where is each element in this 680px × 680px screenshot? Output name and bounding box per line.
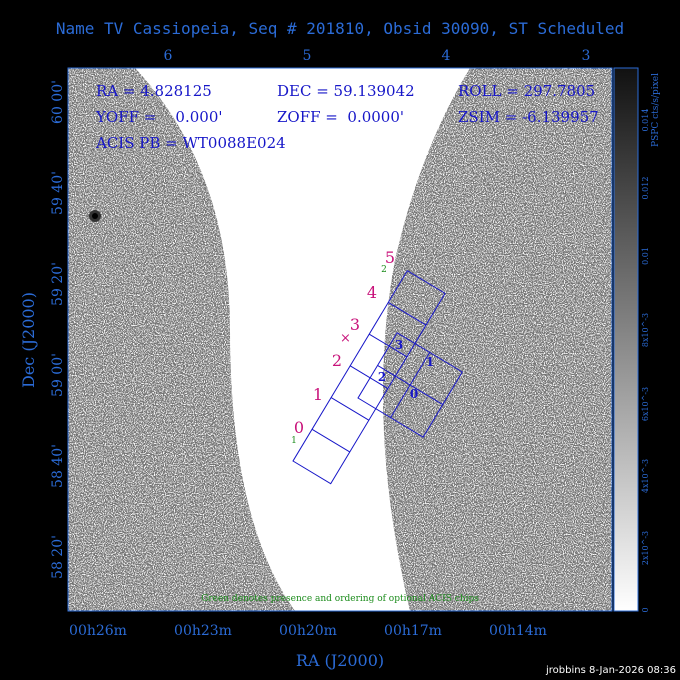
- colorbar-tick: 8x10^-3: [641, 313, 650, 347]
- acis-i-array: [357, 332, 463, 438]
- colorbar-tick: 4x10^-3: [641, 459, 650, 493]
- bottom-tick-label: 00h23m: [174, 623, 232, 639]
- left-tick-label: 59 40': [50, 171, 66, 215]
- top-axis: 6 5 4 3: [164, 48, 591, 64]
- sky-image: [68, 68, 612, 611]
- optional-chips-note: Green denotes presence and ordering of o…: [201, 594, 479, 604]
- acis-s-chip-label: 3: [350, 315, 360, 334]
- dec-value: DEC = 59.139042: [277, 82, 415, 100]
- bottom-tick-label: 00h14m: [489, 623, 547, 639]
- bottom-tick-label: 00h17m: [384, 623, 442, 639]
- bottom-tick-label: 00h20m: [279, 623, 337, 639]
- colorbar: 0.014 0.012 0.01 8x10^-3 6x10^-3 4x10^-3…: [613, 67, 661, 613]
- acis-i-chip-label: 1: [426, 355, 434, 369]
- acis-s-chip-label: 2: [332, 351, 342, 370]
- colorbar-tick: 0: [641, 607, 650, 612]
- colorbar-tick: 0.01: [641, 247, 650, 265]
- aimpoint-marker: ×: [340, 331, 351, 346]
- roll-value: ROLL = 297.7805: [458, 82, 595, 100]
- bottom-tick-label: 00h26m: [69, 623, 127, 639]
- acis-s-array: [292, 270, 446, 485]
- colorbar-label: PSPC cts/s/pixel: [651, 73, 661, 147]
- x-axis-label: RA (J2000): [296, 651, 384, 670]
- image-frame: [67, 67, 613, 612]
- acis-s-chip-label: 0: [294, 418, 304, 437]
- yoff-value: YOFF = 0.000': [95, 108, 223, 126]
- plot-title: Name TV Cassiopeia, Seq # 201810, Obsid …: [56, 19, 624, 38]
- left-tick-label: 59 00': [50, 353, 66, 397]
- acis-s-chip-label: 1: [313, 385, 323, 404]
- footer-user-timestamp: jrobbins 8-Jan-2026 08:36: [546, 665, 676, 676]
- optional-chip-marker: 2: [381, 265, 387, 275]
- acis-i-chip-label: 0: [410, 387, 418, 401]
- top-tick-label: 4: [442, 48, 451, 64]
- acis-s-chip-label: 4: [367, 283, 377, 302]
- colorbar-tick: 6x10^-3: [641, 387, 650, 421]
- acis-pb-value: ACIS PB = WT0088E024: [95, 134, 286, 152]
- left-tick-label: 58 40': [50, 444, 66, 488]
- acis-i-chip-label: 2: [378, 370, 386, 384]
- colorbar-tick: 2x10^-3: [641, 531, 650, 565]
- pointing-info: RA = 4.828125 DEC = 59.139042 ROLL = 297…: [95, 82, 599, 152]
- top-tick-label: 5: [303, 48, 312, 64]
- y-axis-label: Dec (J2000): [19, 292, 38, 388]
- acis-s-chip-label: 5: [385, 248, 395, 267]
- zoff-value: ZOFF = 0.0000': [277, 108, 404, 126]
- acis-i-chip-label: 3: [395, 338, 403, 352]
- left-tick-label: 59 20': [50, 262, 66, 306]
- left-axis: 60 00' 59 40' 59 20' 59 00' 58 40' 58 20…: [50, 80, 66, 579]
- optional-chip-marker: 1: [291, 436, 297, 446]
- colorbar-tick: 0.014: [641, 109, 650, 132]
- left-tick-label: 58 20': [50, 535, 66, 579]
- bottom-axis: 00h26m 00h23m 00h20m 00h17m 00h14m: [69, 623, 547, 639]
- top-tick-label: 3: [582, 48, 591, 64]
- acis-s-labels: 0 1 2 3 4 5 1 2: [291, 248, 395, 446]
- top-tick-label: 6: [164, 48, 173, 64]
- colorbar-tick: 0.012: [641, 177, 650, 200]
- left-tick-label: 60 00': [50, 80, 66, 124]
- acis-i-labels: 0 1 2 3: [378, 338, 434, 401]
- ra-value: RA = 4.828125: [96, 82, 212, 100]
- zsim-value: ZSIM = -6.139957: [458, 108, 599, 126]
